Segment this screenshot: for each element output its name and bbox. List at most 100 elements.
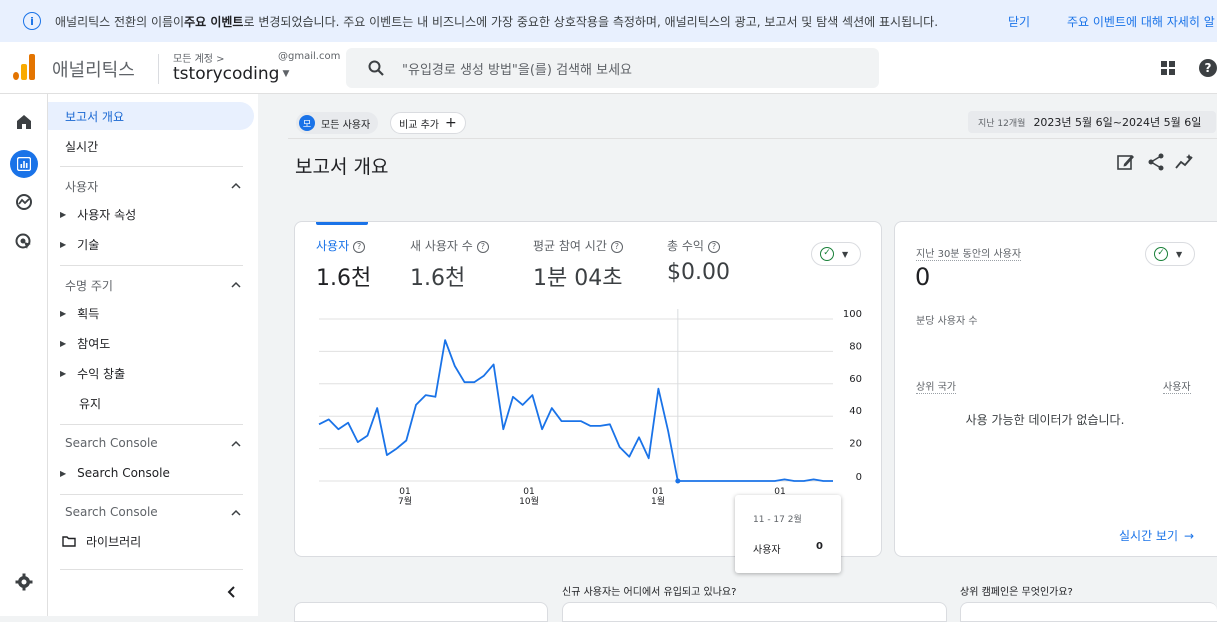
chevron-up-icon[interactable] (230, 279, 242, 291)
divider (288, 138, 1217, 139)
y-tick-label: 100 (843, 309, 862, 320)
all-users-chip[interactable]: 모 모든 사용자 (296, 112, 379, 134)
date-range-picker[interactable]: 지난 12개월 2023년 5월 6일~2024년 5월 6일 (968, 111, 1216, 133)
kpi-revenue-name: 총 수익 (667, 239, 704, 253)
analytics-logo-icon[interactable] (13, 54, 37, 80)
nav-search-console[interactable]: ▶ Search Console (48, 459, 254, 487)
no-data-message: 사용 가능한 데이터가 없습니다. (965, 413, 1125, 427)
edit-report-icon[interactable] (1116, 152, 1136, 172)
filter-bar: 모 모든 사용자 비교 추가 + (258, 94, 1217, 138)
reports-icon[interactable] (10, 150, 38, 178)
chart-tooltip: 11 - 17 2월 사용자 0 (735, 495, 841, 573)
property-name: tstorycoding (173, 64, 280, 84)
notice-banner: i 애널리틱스 전환의 이름이 주요 이벤트 로 변경되었습니다. 주요 이벤트는… (0, 0, 1217, 42)
nav-user-attributes[interactable]: ▶ 사용자 속성 (48, 200, 254, 228)
kpi-users[interactable]: 사용자? 1.6천 (316, 237, 371, 292)
nav-retention[interactable]: 유지 (48, 389, 254, 417)
help-icon[interactable]: ? (707, 241, 720, 253)
nav-tech[interactable]: ▶ 기술 (48, 230, 254, 258)
hover-point (675, 478, 681, 484)
divider (60, 424, 243, 425)
segment-avatar: 모 (299, 115, 315, 131)
search-bar[interactable]: "유입경로 생성 방법"을(를) 검색해 보세요 (346, 48, 879, 88)
nav-library[interactable]: 라이브러리 (48, 527, 254, 555)
realtime-card: 지난 30분 동안의 사용자 0 ✓ ▼ 분당 사용자 수 상위 국가 사용자 사… (894, 221, 1217, 557)
banner-text-before: 애널리틱스 전환의 이름이 (55, 14, 185, 29)
banner-close-link[interactable]: 닫기 (1008, 14, 1031, 29)
divider (60, 265, 243, 266)
tooltip-metric: 사용자 (753, 545, 781, 556)
banner-learn-more-link[interactable]: 주요 이벤트에 대해 자세히 알 (1067, 14, 1215, 29)
expand-arrow-icon: ▶ (60, 338, 67, 348)
collapse-chevron-left-icon[interactable] (226, 586, 238, 598)
divider (60, 569, 243, 570)
add-comparison-button[interactable]: 비교 추가 + (390, 112, 466, 134)
expand-arrow-icon: ▶ (60, 468, 67, 478)
expand-arrow-icon: ▶ (60, 239, 67, 249)
x-tick-label: 1월 (651, 495, 665, 507)
expand-arrow-icon: ▶ (60, 209, 67, 219)
nav-overview[interactable]: 보고서 개요 (48, 102, 254, 130)
kpi-revenue[interactable]: 총 수익? $0.00 (667, 237, 730, 285)
apps-grid-icon[interactable] (1161, 61, 1175, 75)
kpi-engagement-time-value: 1분 04초 (533, 266, 623, 291)
expand-arrow-icon: ▶ (60, 368, 67, 378)
kpi-users-value: 1.6천 (316, 266, 372, 291)
banner-text-after: 로 변경되었습니다. 주요 이벤트는 내 비즈니스에 가장 중요한 상호작용을 … (243, 14, 939, 29)
view-realtime-label: 실시간 보기 (1119, 529, 1179, 543)
realtime-value: 0 (915, 263, 931, 291)
y-tick-label: 0 (856, 472, 862, 483)
view-realtime-link[interactable]: 실시간 보기 → (1119, 527, 1194, 544)
help-icon[interactable]: ? (1199, 59, 1217, 77)
insights-icon[interactable] (1175, 152, 1195, 172)
advertising-icon[interactable] (12, 230, 36, 254)
nav-section-search-console-2[interactable]: Search Console (65, 505, 158, 519)
nav-overview-label: 보고서 개요 (65, 109, 125, 124)
kpi-revenue-value: $0.00 (667, 260, 730, 285)
kpi-new-users[interactable]: 새 사용자 수? 1.6천 (410, 237, 489, 292)
admin-gear-icon[interactable] (12, 570, 36, 594)
divider (60, 166, 243, 167)
help-icon[interactable]: ? (476, 241, 489, 253)
bottom-card (294, 602, 548, 622)
check-icon: ✓ (820, 247, 834, 261)
home-icon[interactable] (12, 110, 36, 134)
nav-acquisition[interactable]: ▶ 획득 (48, 299, 254, 327)
chevron-up-icon[interactable] (230, 180, 242, 192)
nav-section-search-console[interactable]: Search Console (65, 436, 158, 450)
bottom-card (562, 602, 947, 622)
date-range-value: 2023년 5월 6일~2024년 5월 6일 (1033, 116, 1202, 129)
folder-icon (62, 535, 76, 547)
y-tick-label: 40 (849, 406, 862, 417)
chevron-up-icon[interactable] (230, 438, 242, 450)
property-selector[interactable]: tstorycoding ▼ (173, 64, 289, 84)
nav-section-users[interactable]: 사용자 (65, 180, 99, 194)
plus-icon: + (444, 115, 457, 131)
x-tick-label: 7월 (398, 495, 412, 507)
share-icon[interactable] (1146, 152, 1166, 172)
date-range-label: 지난 12개월 (978, 118, 1026, 129)
nav-engagement[interactable]: ▶ 참여도 (48, 329, 254, 357)
col-top-country: 상위 국가 (916, 378, 956, 394)
search-placeholder: "유입경로 생성 방법"을(를) 검색해 보세요 (402, 62, 632, 78)
nav-monetization[interactable]: ▶ 수익 창출 (48, 359, 254, 387)
explore-icon[interactable] (12, 190, 36, 214)
kpi-engagement-time[interactable]: 평균 참여 시간? 1분 04초 (533, 237, 623, 292)
help-icon[interactable]: ? (353, 241, 366, 253)
nav-section-lifecycle[interactable]: 수명 주기 (65, 279, 113, 293)
account-email: @gmail.com (278, 51, 341, 62)
nav-library-label: 라이브러리 (86, 534, 142, 549)
selected-metric-indicator (316, 222, 368, 225)
kpi-users-name: 사용자 (316, 239, 350, 253)
per-minute-label: 분당 사용자 수 (916, 316, 978, 327)
users-series-line (318, 339, 833, 482)
chevron-up-icon[interactable] (230, 507, 242, 519)
status-check-dropdown[interactable]: ✓ ▼ (1145, 242, 1195, 266)
account-breadcrumb[interactable]: 모든 계정 > (173, 54, 225, 65)
help-icon[interactable]: ? (610, 241, 623, 253)
caret-down-icon: ▼ (842, 249, 849, 259)
report-nav: 보고서 개요 실시간 사용자 ▶ 사용자 속성 ▶ 기술 수명 주기 ▶ 획득 ▶ 참여… (48, 94, 258, 616)
nav-realtime[interactable]: 실시간 (48, 132, 254, 160)
status-check-dropdown[interactable]: ✓ ▼ (811, 242, 861, 266)
